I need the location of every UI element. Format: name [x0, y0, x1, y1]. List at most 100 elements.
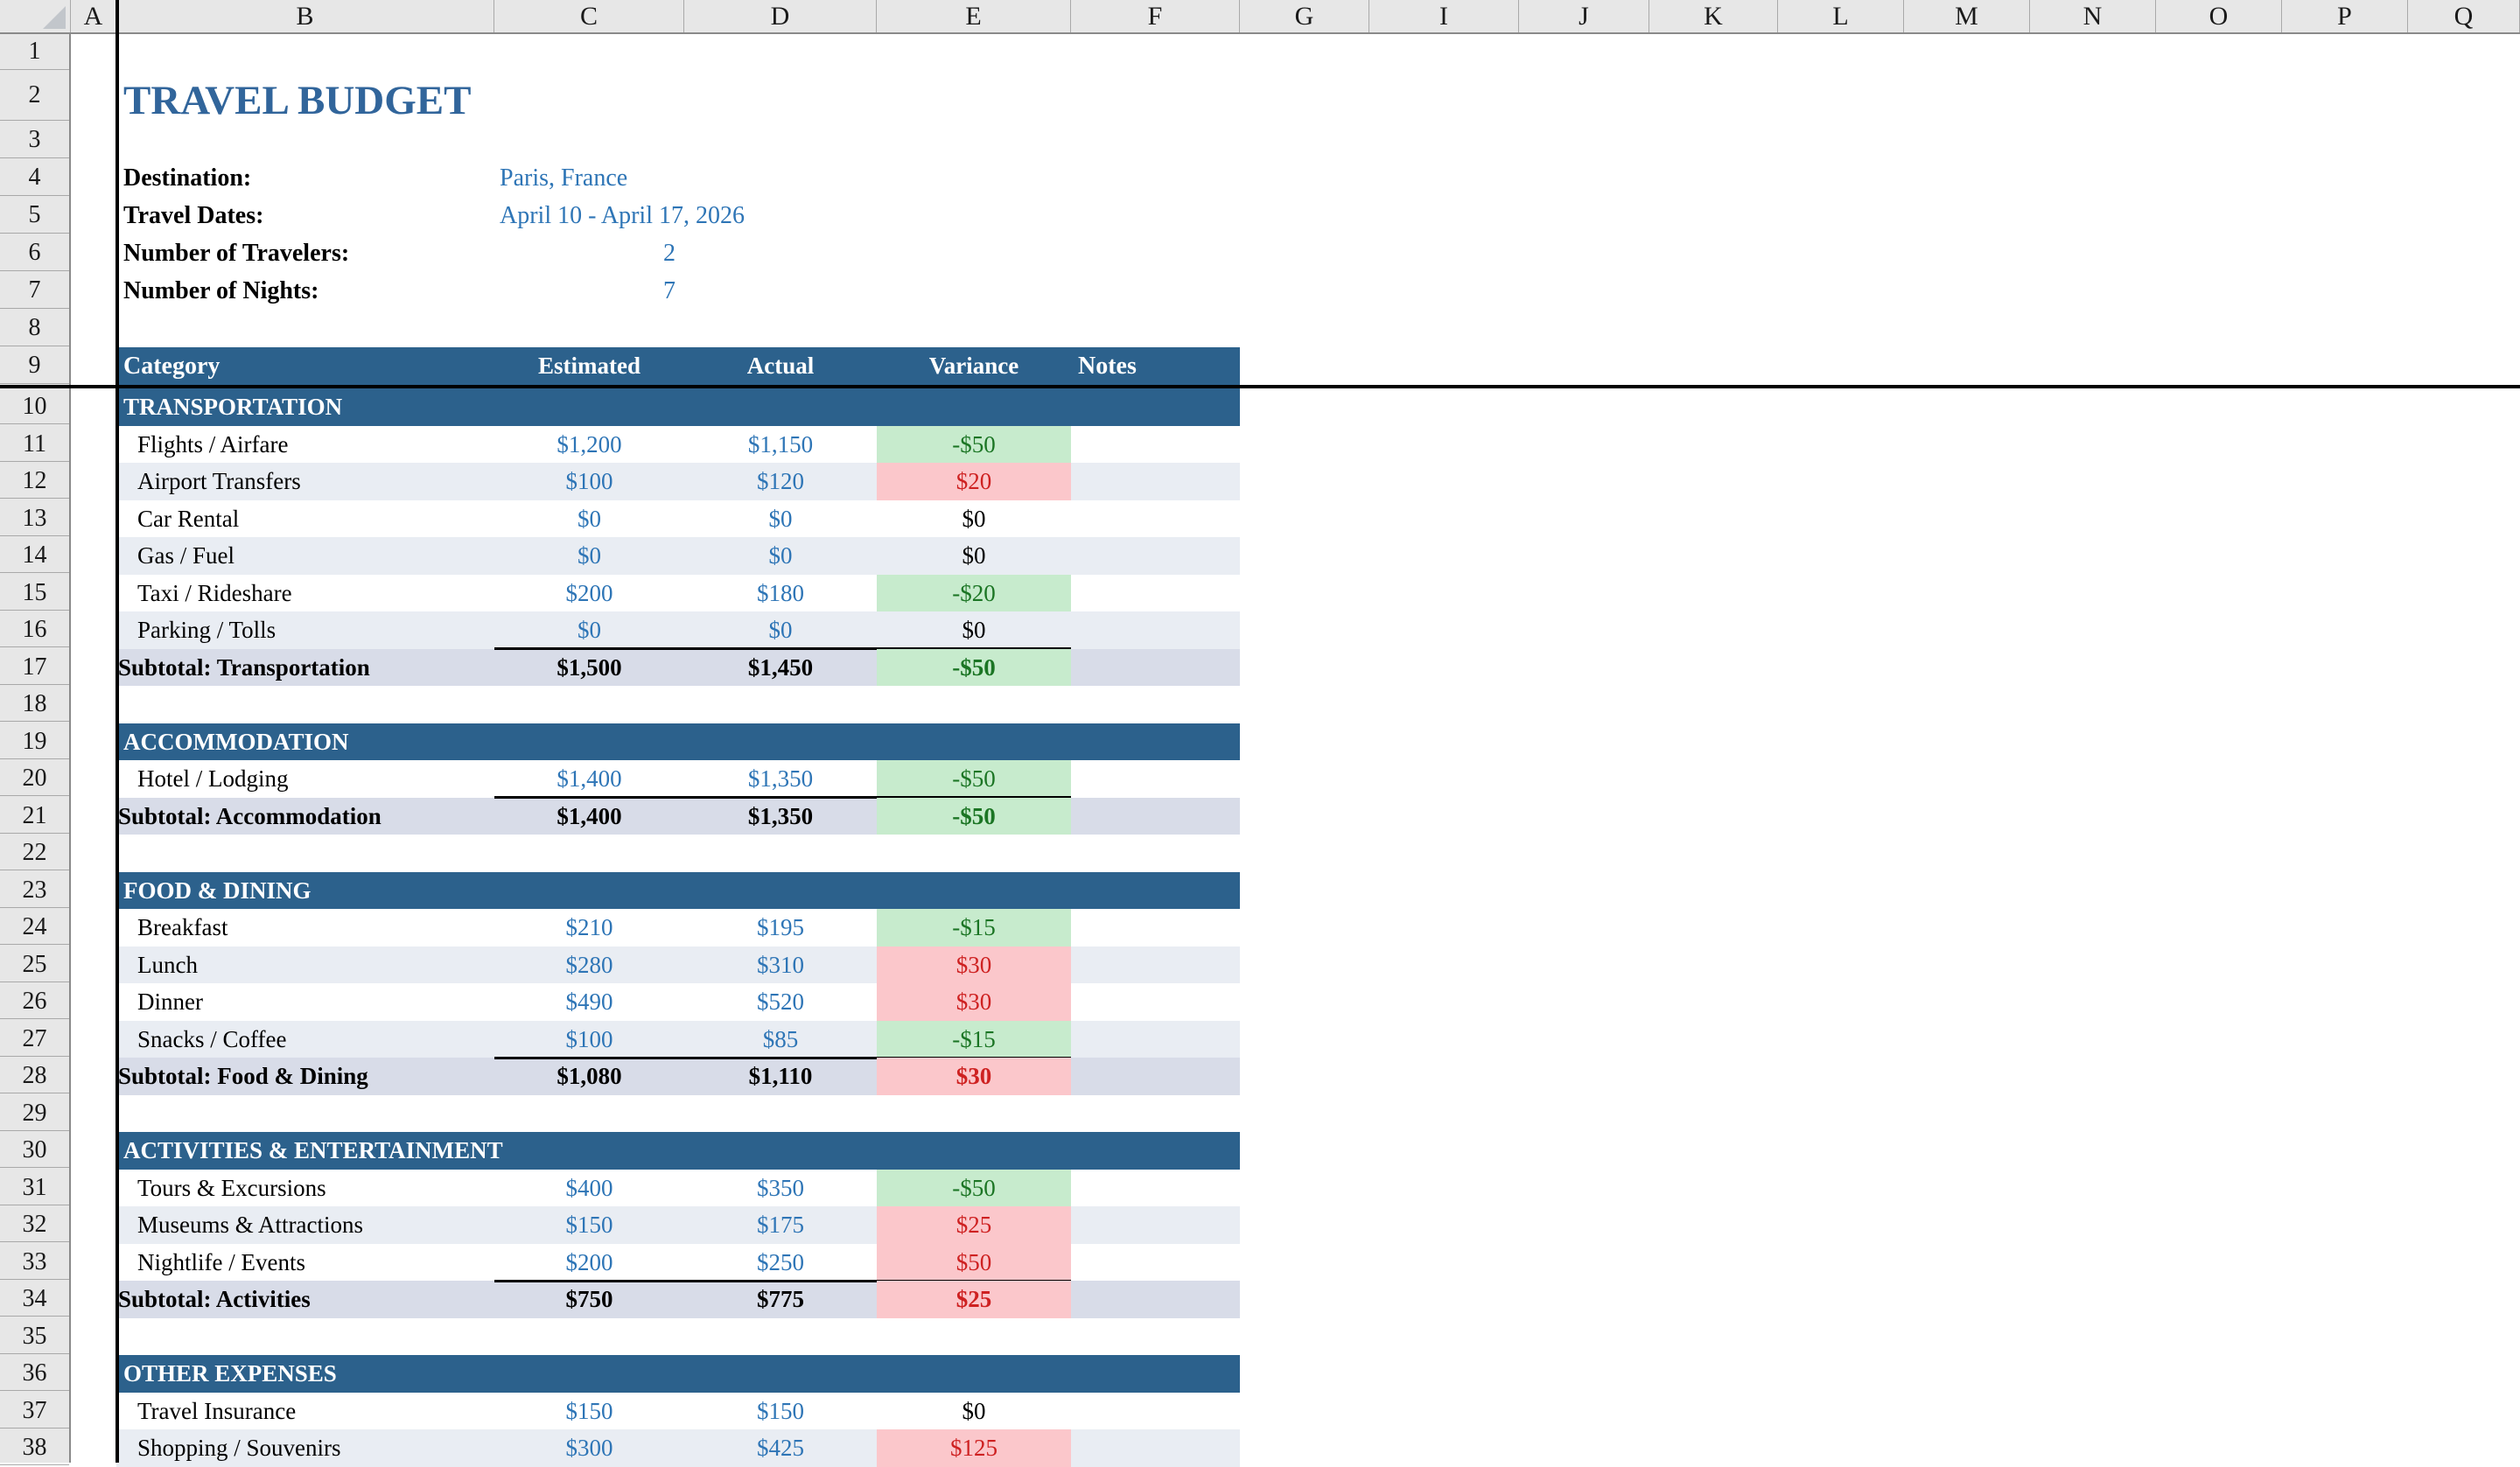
row-header-5[interactable]: 5 [0, 197, 69, 234]
column-header-D[interactable]: D [684, 0, 877, 32]
category-cell[interactable]: Snacks / Coffee [137, 1025, 287, 1052]
row-header-20[interactable]: 20 [0, 760, 69, 796]
category-cell[interactable]: Taxi / Rideshare [137, 579, 292, 606]
variance-cell[interactable]: $30 [877, 983, 1071, 1021]
row-header-15[interactable]: 15 [0, 575, 69, 611]
variance-cell[interactable]: $50 [877, 1243, 1071, 1281]
row-header-4[interactable]: 4 [0, 159, 69, 196]
category-cell[interactable]: Airport Transfers [137, 468, 301, 494]
estimated-cell[interactable]: $0 [578, 617, 601, 643]
info-value-4[interactable]: 7 [663, 277, 676, 304]
estimated-cell[interactable]: $150 [565, 1212, 613, 1238]
row-header-19[interactable]: 19 [0, 723, 69, 759]
subtotal-label-cell[interactable]: Subtotal: Activities [118, 1286, 311, 1312]
column-header-I[interactable]: I [1369, 0, 1519, 32]
row-header-16[interactable]: 16 [0, 611, 69, 647]
estimated-cell[interactable]: $200 [565, 579, 613, 606]
table-header-actual[interactable]: Actual [746, 353, 815, 379]
table-header-notes[interactable]: Notes [1078, 353, 1137, 380]
row-header-37[interactable]: 37 [0, 1393, 69, 1429]
info-label-1[interactable]: Destination: [123, 164, 252, 192]
estimated-cell[interactable]: $100 [565, 1025, 613, 1052]
actual-cell[interactable]: $0 [768, 505, 793, 532]
column-header-K[interactable]: K [1649, 0, 1778, 32]
estimated-cell[interactable]: $0 [578, 505, 601, 532]
variance-cell[interactable]: $25 [877, 1206, 1071, 1244]
column-header-L[interactable]: L [1778, 0, 1904, 32]
row-header-18[interactable]: 18 [0, 686, 69, 722]
category-cell[interactable]: Flights / Airfare [137, 430, 289, 458]
variance-cell[interactable]: -$50 [877, 760, 1071, 798]
row-header-30[interactable]: 30 [0, 1132, 69, 1168]
estimated-cell[interactable]: $150 [565, 1397, 613, 1424]
column-header-N[interactable]: N [2030, 0, 2156, 32]
row-header-26[interactable]: 26 [0, 983, 69, 1019]
subtotal-actual-cell[interactable]: $1,350 [747, 802, 814, 829]
category-cell[interactable]: Travel Insurance [137, 1397, 297, 1424]
subtotal-label-cell[interactable]: Subtotal: Food & Dining [118, 1063, 368, 1089]
row-header-6[interactable]: 6 [0, 234, 69, 271]
category-cell[interactable]: Breakfast [137, 914, 228, 940]
estimated-cell[interactable]: $0 [578, 542, 601, 569]
subtotal-label-cell[interactable]: Subtotal: Transportation [118, 653, 370, 681]
row-header-1[interactable]: 1 [0, 34, 69, 70]
row-header-27[interactable]: 27 [0, 1021, 69, 1057]
row-header-22[interactable]: 22 [0, 835, 69, 870]
variance-cell[interactable]: $20 [877, 463, 1071, 500]
category-cell[interactable]: Gas / Fuel [137, 542, 234, 569]
subtotal-variance-cell[interactable]: $30 [877, 1058, 1071, 1095]
column-header-B[interactable]: B [116, 0, 494, 32]
actual-cell[interactable]: $425 [757, 1435, 804, 1461]
section-header-label[interactable]: ACCOMMODATION [123, 728, 349, 755]
column-header-P[interactable]: P [2282, 0, 2408, 32]
row-header-13[interactable]: 13 [0, 500, 69, 536]
section-header-label[interactable]: TRANSPORTATION [123, 394, 343, 420]
actual-cell[interactable]: $1,150 [747, 430, 814, 458]
row-header-3[interactable]: 3 [0, 122, 69, 158]
row-header-32[interactable]: 32 [0, 1206, 69, 1242]
info-label-3[interactable]: Number of Travelers: [123, 240, 350, 267]
row-header-29[interactable]: 29 [0, 1095, 69, 1131]
info-value-3[interactable]: 2 [663, 240, 676, 267]
actual-cell[interactable]: $250 [757, 1248, 804, 1275]
category-cell[interactable]: Museums & Attractions [137, 1212, 363, 1238]
row-header-9[interactable]: 9 [0, 347, 69, 384]
actual-cell[interactable]: $0 [768, 617, 793, 643]
subtotal-label-cell[interactable]: Subtotal: Accommodation [118, 802, 382, 829]
column-header-F[interactable]: F [1071, 0, 1240, 32]
row-header-17[interactable]: 17 [0, 649, 69, 685]
subtotal-estimated-cell[interactable]: $1,400 [556, 802, 622, 829]
info-value-1[interactable]: Paris, France [500, 164, 628, 192]
row-header-36[interactable]: 36 [0, 1355, 69, 1391]
estimated-cell[interactable]: $280 [565, 951, 613, 978]
estimated-cell[interactable]: $1,200 [556, 430, 622, 458]
select-all-corner[interactable] [0, 0, 71, 32]
actual-cell[interactable]: $120 [757, 468, 804, 494]
subtotal-actual-cell[interactable]: $1,450 [747, 653, 814, 681]
variance-cell[interactable]: $0 [962, 617, 986, 643]
estimated-cell[interactable]: $300 [565, 1435, 613, 1461]
variance-cell[interactable]: $0 [962, 542, 986, 569]
column-header-M[interactable]: M [1904, 0, 2030, 32]
row-header-23[interactable]: 23 [0, 872, 69, 908]
table-header-estimated[interactable]: Estimated [538, 353, 640, 379]
actual-cell[interactable]: $520 [757, 988, 804, 1015]
info-value-2[interactable]: April 10 - April 17, 2026 [500, 202, 745, 229]
category-cell[interactable]: Shopping / Souvenirs [137, 1435, 341, 1461]
subtotal-variance-cell[interactable]: -$50 [877, 648, 1071, 686]
actual-cell[interactable]: $195 [757, 914, 804, 940]
estimated-cell[interactable]: $210 [565, 914, 613, 940]
category-cell[interactable]: Lunch [137, 951, 198, 978]
subtotal-actual-cell[interactable]: $1,110 [748, 1063, 813, 1089]
column-header-J[interactable]: J [1519, 0, 1649, 32]
table-header-category[interactable]: Category [123, 353, 220, 380]
row-header-28[interactable]: 28 [0, 1058, 69, 1093]
variance-cell[interactable]: -$50 [877, 1169, 1071, 1206]
row-header-14[interactable]: 14 [0, 537, 69, 573]
row-header-33[interactable]: 33 [0, 1244, 69, 1280]
row-header-31[interactable]: 31 [0, 1170, 69, 1205]
column-header-A[interactable]: A [71, 0, 116, 32]
category-cell[interactable]: Dinner [137, 988, 203, 1015]
row-header-2[interactable]: 2 [0, 71, 69, 121]
table-header-variance[interactable]: Variance [928, 353, 1019, 379]
